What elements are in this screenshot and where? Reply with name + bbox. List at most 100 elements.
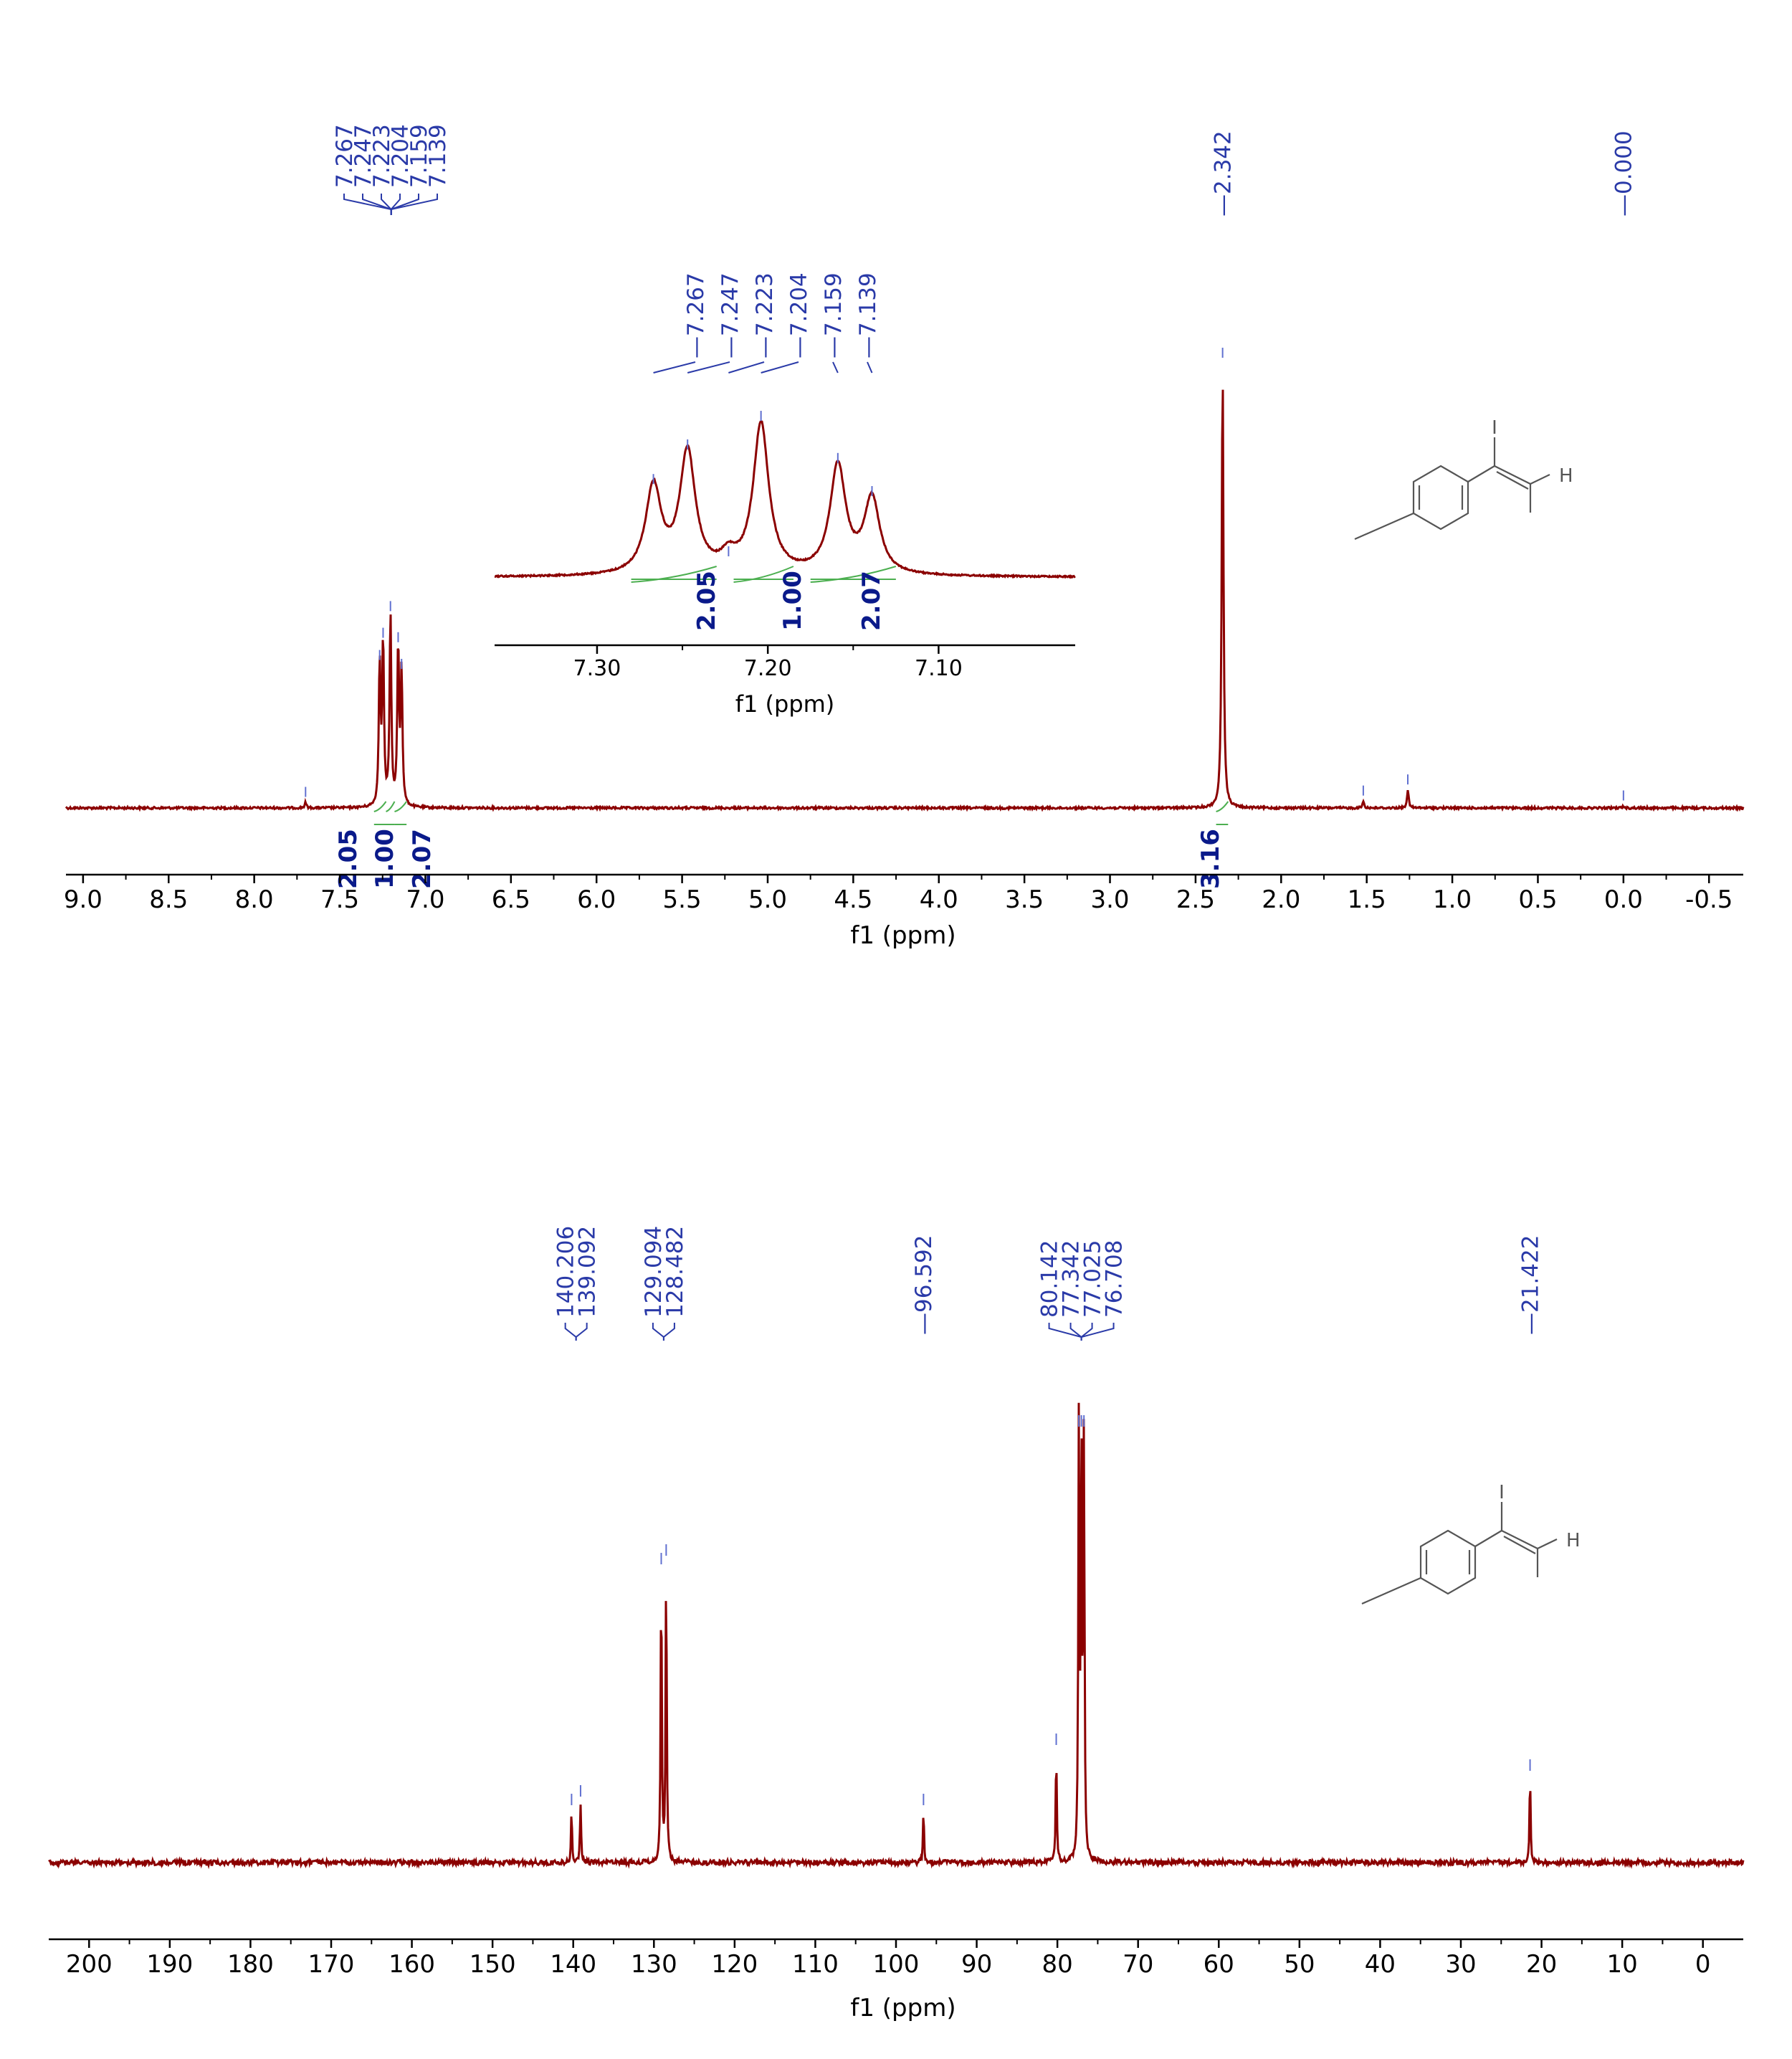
h1-peak-connector — [390, 194, 438, 215]
h1-integral-curve — [1216, 801, 1229, 812]
c13-tick-label: 110 — [792, 1950, 839, 1979]
h1-tick-label: 6.0 — [577, 885, 616, 914]
c13-tick-label: 50 — [1284, 1950, 1315, 1979]
c13-tick-label: 60 — [1204, 1950, 1234, 1979]
c13-peak-label: —21.422 — [1517, 1235, 1543, 1335]
c13-peak-connector — [1069, 1323, 1082, 1341]
inset-integral-value: 2.05 — [692, 571, 721, 631]
inset-peak-connector — [728, 361, 765, 374]
c13-spectrum-trace — [48, 1402, 1745, 1870]
c13-peak-label: 129.094 — [641, 1226, 667, 1318]
c13-peak-label: 77.025 — [1080, 1240, 1105, 1318]
h1-x-axis: 9.0 8.5 8.0 7.5 7.0 6.5 6.0 5.5 5.0 4.5 4.0 3.5 3.0 2… — [64, 348, 1743, 914]
h1-peak-label: —2.342 — [1210, 130, 1236, 217]
c13-peak-connector — [662, 1323, 675, 1341]
c13-tick-label: 90 — [961, 1950, 992, 1979]
h1-tick-label: 6.5 — [492, 885, 530, 914]
inset-peak-connector — [832, 361, 839, 374]
h1-tick-label: 5.5 — [663, 885, 702, 914]
c13-x-axis: 200 190 180 170 160 150 140 130 120 110 100 90 80 70 6… — [49, 1415, 1743, 1979]
inset-peak-connector — [653, 361, 696, 374]
h1-peak-label: 7.159 — [406, 124, 432, 188]
c13-peak-label: 140.206 — [553, 1226, 579, 1318]
inset-tick-label: 7.30 — [573, 656, 621, 681]
c13-peak-label: —96.592 — [911, 1235, 937, 1335]
h1-tick-label: 2.0 — [1262, 885, 1300, 914]
h1-peak-label: 7.267 — [332, 124, 358, 188]
h1-tick-label: 4.0 — [920, 885, 958, 914]
structure-iodo-label: I — [1492, 417, 1497, 439]
inset-peak-label: —7.267 — [683, 272, 709, 358]
molecule-structure — [1354, 437, 1550, 541]
inset-peak-label: —7.223 — [752, 272, 778, 358]
c13-tick-label: 190 — [146, 1950, 193, 1979]
h1-tick-label: 8.0 — [235, 885, 274, 914]
c13-tick-label: 40 — [1365, 1950, 1396, 1979]
c13-peak-label: 139.092 — [575, 1226, 601, 1318]
c13-tick-label: 0 — [1695, 1950, 1711, 1979]
c13-peak-connector — [564, 1323, 577, 1341]
h1-integral-value: 2.05 — [334, 829, 363, 889]
inset-integral-curve — [733, 566, 794, 583]
c13-tick-label: 70 — [1123, 1950, 1153, 1979]
inset-tick-label: 7.10 — [915, 656, 963, 681]
h1-spectrum-trace — [65, 389, 1745, 812]
c13-tick-label: 140 — [550, 1950, 596, 1979]
inset-integral-curve — [631, 566, 717, 583]
h1-integrals: 2.05 1.00 2.07 3.16 — [334, 801, 1229, 889]
c13-tick-label: 10 — [1607, 1950, 1638, 1979]
c13-tick-label: 160 — [389, 1950, 435, 1979]
h1-integral-curve — [394, 801, 407, 812]
c13-x-axis-label: f1 (ppm) — [850, 1994, 955, 2022]
h1-tick-label: 2.5 — [1176, 885, 1215, 914]
c13-tick-label: 130 — [631, 1950, 677, 1979]
c13-peak-label: 76.708 — [1101, 1240, 1127, 1318]
c13-peak-label: 128.482 — [662, 1226, 688, 1318]
c13-peak-label: 80.142 — [1036, 1240, 1062, 1318]
structure-2-iodo-label: I — [1499, 1482, 1505, 1503]
c13-peak-connector — [652, 1323, 664, 1341]
inset-x-axis-label: f1 (ppm) — [735, 690, 835, 718]
structure-hydrogen-label: H — [1559, 465, 1573, 487]
h1-tick-label: 7.0 — [406, 885, 444, 914]
c13-tick-label: 150 — [470, 1950, 516, 1979]
h1-peak-label: —0.000 — [1611, 130, 1637, 217]
h1-tick-label: 5.0 — [748, 885, 787, 914]
inset-integral-value: 1.00 — [778, 571, 807, 631]
h1-peak-label: 7.223 — [369, 124, 395, 188]
h1-peak-connector — [390, 194, 401, 215]
structure-2-hydrogen-label: H — [1566, 1530, 1581, 1551]
inset-integral-value: 2.07 — [857, 571, 886, 631]
h1-tick-label: 9.0 — [64, 885, 103, 914]
h1-inset-panel: 2.05 1.00 2.07 —7.267 —7.247 —7.223 —7.204 —7.… — [494, 272, 1076, 718]
h1-integral-curve — [373, 801, 387, 812]
c13-peak-label: 77.342 — [1058, 1240, 1084, 1318]
inset-peak-label: —7.247 — [718, 272, 743, 358]
h1-tick-label: 1.0 — [1433, 885, 1472, 914]
inset-peak-labels: —7.267 —7.247 —7.223 —7.204 —7.159 —7.139 — [653, 272, 881, 374]
h1-peak-connector — [381, 194, 392, 215]
h1-integral-value: 1.00 — [371, 829, 399, 889]
h1-peak-connector — [343, 194, 392, 215]
h1-x-axis-label: f1 (ppm) — [850, 921, 955, 950]
inset-peak-connector — [867, 361, 873, 374]
inset-peak-label: —7.204 — [786, 272, 812, 358]
inset-integral-curve — [810, 566, 897, 583]
c13-tick-label: 170 — [308, 1950, 355, 1979]
h1-integral-curve — [386, 801, 396, 812]
h1-tick-label: 0.5 — [1518, 885, 1557, 914]
c13-peak-connector — [1080, 1323, 1093, 1341]
c13-peak-connector — [1080, 1323, 1115, 1341]
c13-tick-label: 180 — [227, 1950, 274, 1979]
inset-integrals: 2.05 1.00 2.07 — [631, 566, 897, 631]
h1-peak-label: 7.247 — [351, 124, 376, 188]
inset-x-axis: 7.30 7.20 7.10 — [495, 411, 1075, 681]
h1-tick-label: 1.5 — [1348, 885, 1386, 914]
h1-tick-label: 3.0 — [1090, 885, 1129, 914]
h1-integral-value: 2.07 — [408, 829, 437, 889]
h1-spectrum-panel: 2.05 1.00 2.07 3.16 7.2677.2477.2237.2047.1… — [64, 124, 1745, 950]
c13-tick-label: 200 — [66, 1950, 113, 1979]
